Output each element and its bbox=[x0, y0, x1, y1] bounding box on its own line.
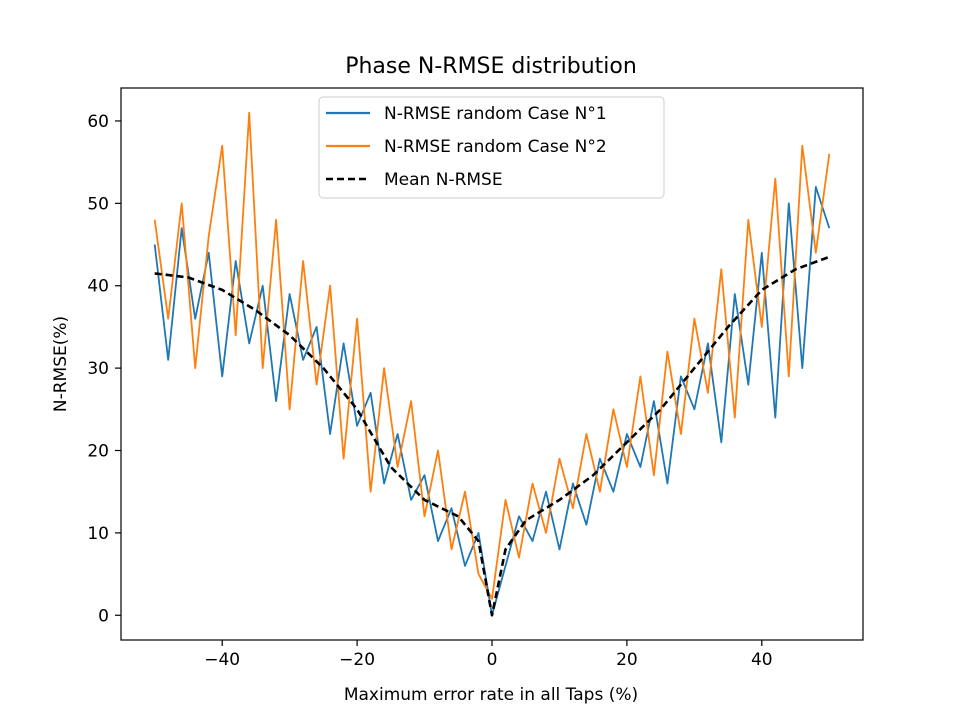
legend-label-2: N-RMSE random Case N°2 bbox=[384, 137, 607, 157]
y-tick-label: 10 bbox=[87, 524, 109, 544]
legend-box bbox=[318, 96, 665, 199]
y-axis-ticks: 0 10 20 30 40 50 60 bbox=[87, 112, 121, 626]
x-tick-label: 20 bbox=[616, 650, 638, 670]
x-tick-label: −20 bbox=[339, 650, 375, 670]
series-layer bbox=[153, 111, 831, 617]
legend-label-1: N-RMSE random Case N°1 bbox=[384, 104, 607, 124]
plot-area bbox=[153, 111, 831, 617]
y-tick-label: 0 bbox=[98, 606, 109, 626]
chart-title: Phase N-RMSE distribution bbox=[345, 54, 637, 79]
x-tick-label: −40 bbox=[204, 650, 240, 670]
x-tick-label: 40 bbox=[751, 650, 773, 670]
y-tick-label: 20 bbox=[87, 442, 109, 462]
x-axis-ticks: −40 −20 0 20 40 bbox=[204, 640, 773, 670]
legend-label-3: Mean N-RMSE bbox=[384, 170, 503, 190]
y-tick-label: 60 bbox=[87, 112, 109, 132]
y-axis-label: N-RMSE(%) bbox=[51, 316, 71, 412]
y-tick-label: 50 bbox=[87, 194, 109, 214]
y-tick-label: 40 bbox=[87, 277, 109, 297]
legend: N-RMSE random Case N°1 N-RMSE random Case… bbox=[318, 96, 665, 199]
x-axis-label: Maximum error rate in all Taps (%) bbox=[344, 685, 638, 705]
x-tick-label: 0 bbox=[487, 650, 498, 670]
series-line-3 bbox=[154, 255, 830, 617]
y-tick-label: 30 bbox=[87, 359, 109, 379]
